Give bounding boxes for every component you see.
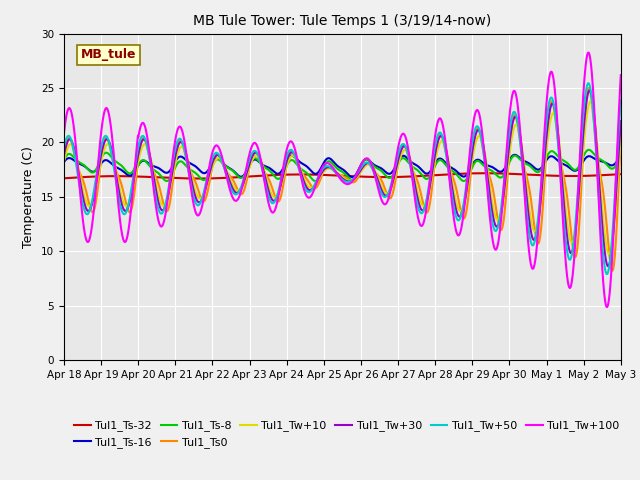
Line: Tul1_Ts-32: Tul1_Ts-32 — [64, 173, 621, 179]
Tul1_Ts-16 — [511, 152, 518, 158]
Line: Tul1_Tw+100: Tul1_Tw+100 — [64, 52, 621, 307]
Tul1_Tw+100 — [318, 166, 326, 171]
Tul1_Ts-32 — [308, 172, 316, 178]
Tul1_Ts-32 — [617, 171, 625, 177]
Tul1_Tw+100 — [604, 304, 611, 310]
Tul1_Tw+30 — [377, 186, 385, 192]
Tul1_Tw+10 — [318, 171, 326, 177]
Tul1_Ts-32 — [60, 175, 68, 181]
Tul1_Tw+10 — [126, 198, 134, 204]
Tul1_Tw+30 — [604, 264, 612, 269]
Tul1_Ts0 — [308, 184, 316, 190]
Tul1_Ts-32 — [126, 173, 134, 179]
Tul1_Ts-8 — [378, 168, 385, 174]
Tul1_Tw+100 — [126, 218, 134, 224]
Tul1_Tw+30 — [296, 167, 304, 173]
Tul1_Ts-16 — [60, 159, 68, 165]
Tul1_Ts-8 — [163, 178, 171, 184]
Tul1_Ts-8 — [585, 147, 593, 153]
Tul1_Ts-8 — [60, 157, 68, 163]
Tul1_Tw+10 — [617, 136, 625, 142]
Tul1_Tw+30 — [308, 187, 316, 192]
Tul1_Tw+30 — [103, 136, 111, 142]
Tul1_Ts0 — [296, 168, 304, 173]
Tul1_Tw+50 — [308, 187, 316, 193]
Tul1_Tw+100 — [103, 106, 111, 111]
Tul1_Ts-16 — [348, 174, 356, 180]
Tul1_Ts0 — [617, 132, 625, 137]
Line: Tul1_Tw+10: Tul1_Tw+10 — [64, 102, 621, 254]
Tul1_Ts-32 — [481, 170, 489, 176]
Tul1_Tw+100 — [296, 171, 304, 177]
Y-axis label: Temperature (C): Temperature (C) — [22, 146, 35, 248]
Tul1_Tw+30 — [617, 118, 625, 124]
Tul1_Ts-32 — [318, 172, 326, 178]
Tul1_Ts-32 — [378, 174, 385, 180]
Tul1_Tw+50 — [60, 144, 68, 150]
Tul1_Tw+50 — [103, 134, 111, 140]
Tul1_Ts-16 — [378, 166, 385, 171]
Tul1_Tw+100 — [308, 192, 316, 198]
Tul1_Tw+50 — [296, 171, 304, 177]
Tul1_Tw+30 — [586, 87, 593, 93]
Tul1_Tw+10 — [308, 185, 316, 191]
Tul1_Ts0 — [585, 85, 593, 91]
Tul1_Tw+100 — [585, 49, 593, 55]
Tul1_Tw+50 — [318, 168, 326, 173]
Tul1_Tw+10 — [60, 159, 68, 165]
Tul1_Ts-16 — [617, 153, 625, 158]
Tul1_Tw+10 — [103, 141, 111, 147]
Tul1_Ts0 — [609, 268, 616, 274]
Tul1_Tw+100 — [60, 130, 68, 136]
Tul1_Tw+10 — [605, 251, 612, 257]
Tul1_Ts-8 — [126, 170, 134, 176]
Tul1_Tw+30 — [60, 152, 68, 157]
Tul1_Ts-16 — [318, 164, 326, 169]
Tul1_Tw+50 — [604, 271, 611, 277]
Line: Tul1_Tw+50: Tul1_Tw+50 — [64, 83, 621, 274]
Legend: Tul1_Ts-32, Tul1_Ts-16, Tul1_Ts-8, Tul1_Ts0, Tul1_Tw+10, Tul1_Tw+30, Tul1_Tw+50,: Tul1_Ts-32, Tul1_Ts-16, Tul1_Ts-8, Tul1_… — [70, 416, 624, 452]
Tul1_Tw+50 — [617, 97, 625, 103]
Title: MB Tule Tower: Tule Temps 1 (3/19/14-now): MB Tule Tower: Tule Temps 1 (3/19/14-now… — [193, 14, 492, 28]
Tul1_Ts-32 — [195, 176, 202, 181]
Tul1_Ts0 — [318, 173, 326, 179]
Line: Tul1_Ts-8: Tul1_Ts-8 — [64, 150, 621, 181]
Tul1_Ts-8 — [308, 176, 316, 182]
Tul1_Ts-8 — [617, 151, 625, 157]
Tul1_Tw+50 — [377, 189, 385, 195]
Line: Tul1_Tw+30: Tul1_Tw+30 — [64, 90, 621, 266]
Tul1_Tw+30 — [318, 169, 326, 175]
Tul1_Ts0 — [126, 209, 134, 215]
Tul1_Tw+30 — [126, 199, 134, 204]
Text: MB_tule: MB_tule — [81, 48, 136, 61]
Tul1_Ts-16 — [296, 159, 304, 165]
Tul1_Tw+100 — [617, 72, 625, 78]
Tul1_Tw+50 — [585, 80, 593, 86]
Tul1_Ts-16 — [308, 168, 316, 174]
Tul1_Ts-8 — [297, 166, 305, 171]
Tul1_Ts-32 — [103, 173, 111, 179]
Tul1_Ts-16 — [126, 173, 134, 179]
Tul1_Tw+50 — [126, 195, 134, 201]
Tul1_Ts-8 — [318, 168, 326, 174]
Tul1_Tw+10 — [296, 166, 304, 171]
Tul1_Tw+100 — [377, 195, 385, 201]
Line: Tul1_Ts-16: Tul1_Ts-16 — [64, 155, 621, 177]
Tul1_Tw+10 — [586, 99, 594, 105]
Tul1_Tw+10 — [377, 182, 385, 188]
Line: Tul1_Ts0: Tul1_Ts0 — [64, 88, 621, 271]
Tul1_Ts-16 — [103, 157, 111, 163]
Tul1_Ts0 — [103, 136, 111, 142]
Tul1_Ts-32 — [297, 171, 305, 177]
Tul1_Ts0 — [377, 176, 385, 182]
Tul1_Ts-8 — [103, 150, 111, 156]
Tul1_Ts0 — [60, 157, 68, 163]
